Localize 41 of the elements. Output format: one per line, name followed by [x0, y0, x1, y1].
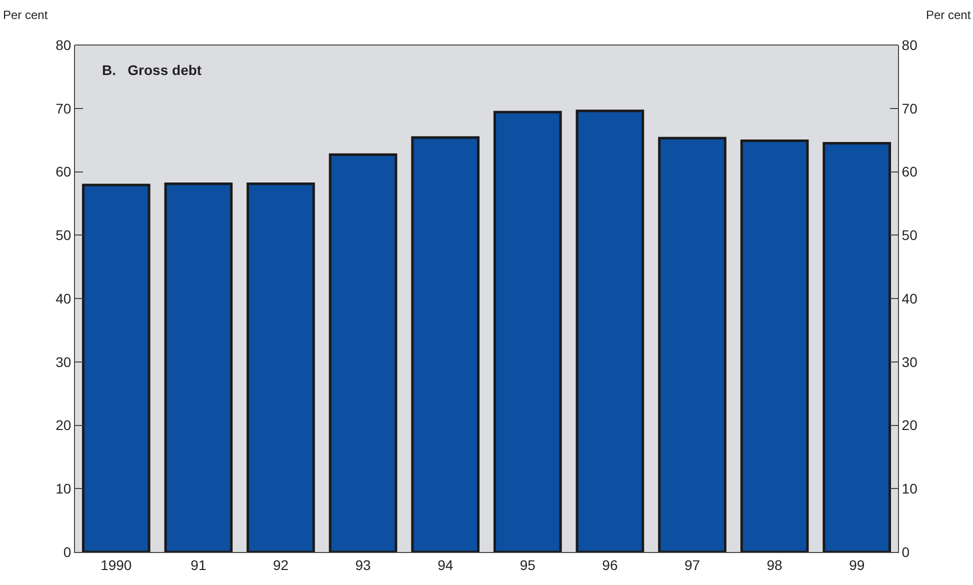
y2-tick-label: 70 — [902, 100, 918, 116]
y2-tick-label: 50 — [902, 227, 918, 244]
y-tick-label: 0 — [63, 544, 72, 560]
y2-tick-label: 80 — [902, 36, 918, 53]
y-tick-label: 70 — [56, 100, 72, 116]
x-tick-label: 96 — [602, 556, 618, 573]
x-tick-label: 92 — [272, 556, 289, 573]
x-tick-label: 99 — [849, 556, 865, 573]
y-tick-label: 10 — [56, 480, 72, 497]
bar — [576, 110, 644, 552]
y-tick-label: 30 — [56, 354, 72, 370]
x-tick-label: 91 — [190, 556, 206, 573]
y2-tick-label: 10 — [902, 480, 918, 497]
x-tick-label: 93 — [355, 556, 372, 573]
y-tick-label: 20 — [56, 417, 72, 434]
x-tick-label: 95 — [520, 556, 536, 573]
y-tick-label: 80 — [56, 36, 72, 53]
y2-tick-label: 30 — [902, 354, 918, 370]
bar — [246, 182, 315, 552]
y-axis-title: Per cent — [3, 8, 48, 22]
y2-axis-title: Per cent — [926, 8, 972, 22]
y2-tick-label: 0 — [902, 544, 910, 560]
y-tick-label: 60 — [56, 164, 72, 180]
bar — [328, 153, 398, 552]
bar — [82, 184, 150, 552]
text: B. Gross debt — [102, 62, 202, 78]
bar — [740, 139, 809, 552]
bar — [493, 110, 562, 552]
x-tick-label: 94 — [438, 556, 454, 573]
y2-tick-label: 40 — [902, 290, 918, 306]
bar — [822, 142, 892, 552]
y-tick-label: 50 — [56, 227, 72, 244]
bar — [164, 182, 233, 552]
y2-tick-label: 60 — [902, 164, 918, 180]
x-tick-label: 1990 — [100, 556, 132, 573]
x-tick-label: 97 — [684, 556, 700, 573]
bar — [658, 136, 726, 552]
y-tick-label: 40 — [56, 290, 72, 306]
x-tick-label: 98 — [766, 556, 783, 573]
y2-tick-label: 20 — [902, 417, 918, 434]
bar — [411, 136, 480, 552]
